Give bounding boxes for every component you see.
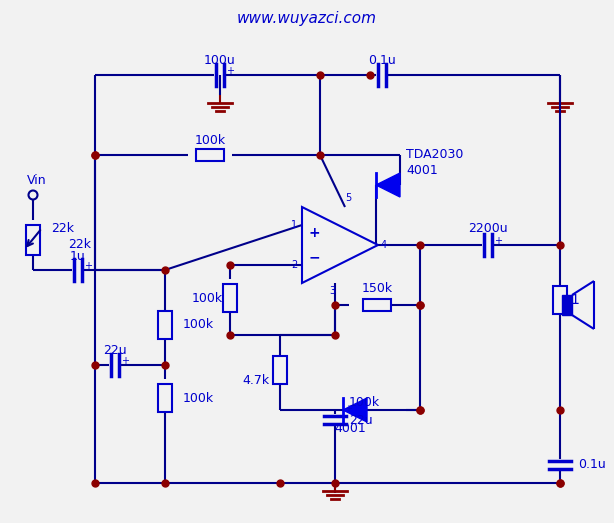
- Text: 1: 1: [570, 293, 579, 307]
- Text: Vin: Vin: [27, 174, 47, 187]
- Bar: [158, 384, 172, 412]
- Text: www.wuyazci.com: www.wuyazci.com: [237, 10, 377, 26]
- Polygon shape: [302, 207, 378, 283]
- Text: 5: 5: [345, 193, 351, 203]
- Text: 0.1u: 0.1u: [578, 459, 606, 472]
- Text: 0.1u: 0.1u: [368, 54, 396, 67]
- Text: 4: 4: [381, 240, 387, 250]
- Bar: [223, 284, 237, 312]
- Text: 100u: 100u: [204, 54, 236, 67]
- Text: 22u: 22u: [349, 414, 373, 426]
- Text: 150k: 150k: [362, 282, 392, 295]
- Text: 22k: 22k: [51, 222, 74, 234]
- Text: +: +: [226, 66, 234, 76]
- Bar: [562, 295, 572, 315]
- Text: 4.7k: 4.7k: [242, 373, 269, 386]
- Text: 100k: 100k: [349, 395, 380, 408]
- Text: −: −: [309, 250, 321, 264]
- Bar: [553, 286, 567, 314]
- Bar: [158, 311, 172, 339]
- Text: 2: 2: [291, 260, 297, 270]
- Text: 22k: 22k: [68, 237, 91, 251]
- Text: 100k: 100k: [183, 319, 214, 332]
- Text: 3: 3: [329, 286, 335, 296]
- Text: +: +: [344, 404, 352, 414]
- Polygon shape: [343, 398, 367, 422]
- Polygon shape: [376, 173, 400, 197]
- Bar: [273, 356, 287, 384]
- Bar: [363, 299, 391, 311]
- Text: 22u: 22u: [103, 345, 127, 358]
- Text: 100k: 100k: [195, 134, 225, 147]
- Text: 100k: 100k: [192, 291, 223, 304]
- Text: +: +: [121, 356, 129, 366]
- Text: 2200u: 2200u: [468, 222, 508, 235]
- Text: +: +: [494, 236, 502, 246]
- Text: 100k: 100k: [183, 392, 214, 404]
- Text: +: +: [309, 226, 321, 240]
- Text: 4001: 4001: [406, 164, 438, 176]
- Text: 1: 1: [291, 220, 297, 230]
- Bar: [196, 149, 224, 161]
- Text: 1u: 1u: [70, 249, 86, 263]
- Text: 4001: 4001: [334, 422, 366, 435]
- Text: +: +: [84, 261, 92, 271]
- Text: TDA2030: TDA2030: [406, 149, 464, 162]
- Bar: [26, 225, 40, 255]
